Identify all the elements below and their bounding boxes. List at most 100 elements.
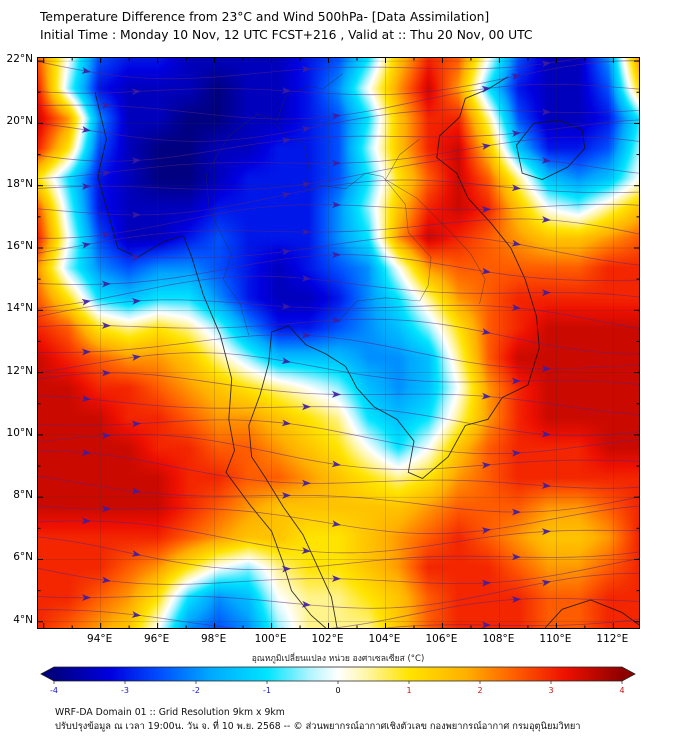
colorbar-tick-label: 1 — [406, 686, 411, 695]
wind-arrowhead — [131, 550, 141, 557]
wind-arrowhead — [301, 331, 311, 339]
wind-arrowhead — [301, 228, 311, 236]
wind-arrowhead — [511, 184, 521, 192]
lat-tick-label: 22°N — [6, 53, 33, 66]
lat-tick-label: 8°N — [13, 489, 33, 502]
wind-arrowhead — [301, 65, 311, 73]
wind-arrowhead — [331, 159, 341, 167]
coastline-path — [248, 76, 540, 628]
wind-arrowhead — [331, 520, 341, 527]
lat-tick-label: 10°N — [6, 426, 33, 439]
lat-tick-label: 20°N — [6, 115, 33, 128]
wind-arrowhead — [101, 322, 111, 329]
wind-arrowhead — [541, 289, 551, 297]
colorbar-label: อุณหภูมิเปลี่ยนแปลง หน่วย องศาเซลเซียส (… — [251, 654, 425, 664]
wind-streamline — [38, 203, 639, 239]
wind-streamline — [38, 218, 639, 254]
wind-streamline — [38, 558, 639, 585]
wind-streamline — [38, 334, 639, 370]
wind-arrowhead — [81, 517, 91, 525]
wind-streamline — [38, 434, 639, 470]
wind-arrowhead — [301, 274, 311, 282]
lon-tick-label: 108°E — [482, 633, 515, 645]
wind-arrowhead — [541, 528, 551, 536]
coastline-path — [516, 119, 586, 180]
wind-arrowhead — [481, 461, 491, 469]
wind-arrowhead — [511, 553, 521, 561]
wind-arrowhead — [101, 505, 111, 513]
lon-tick-label: 106°E — [425, 633, 458, 645]
colorbar-tick-label: -2 — [192, 686, 200, 695]
wind-arrowhead — [81, 395, 91, 402]
chart-subtitle: Initial Time : Monday 10 Nov, 12 UTC FCS… — [40, 28, 533, 42]
coastline-path — [94, 92, 326, 628]
wind-arrowhead — [131, 487, 141, 495]
lon-tick-label: 98°E — [200, 633, 227, 645]
wind-streamline — [38, 395, 639, 437]
lon-tick-label: 94°E — [87, 633, 113, 645]
colorbar-tick-label: 3 — [548, 686, 553, 695]
wind-streamline — [381, 619, 639, 628]
wind-arrowhead — [541, 60, 551, 68]
colorbar-tick-label: -3 — [121, 686, 129, 695]
map-overlay — [38, 58, 639, 628]
wind-streamline — [38, 520, 639, 554]
colorbar-tick-label: 0 — [335, 686, 340, 695]
wind-arrowhead — [101, 576, 111, 584]
wind-arrowhead — [281, 565, 291, 573]
wind-arrowhead — [81, 67, 91, 74]
wind-arrowhead — [81, 242, 91, 249]
wind-streamline — [38, 136, 639, 179]
wind-arrowhead — [281, 302, 291, 310]
wind-arrowhead — [301, 547, 311, 554]
lon-tick-label: 112°E — [596, 633, 629, 645]
wind-arrowhead — [101, 432, 111, 440]
wind-arrowhead — [301, 479, 311, 487]
wind-streamline — [38, 372, 639, 415]
wind-arrowhead — [511, 508, 521, 516]
wind-arrowhead — [331, 201, 341, 209]
wind-arrowhead — [481, 328, 491, 335]
wind-arrowhead — [101, 169, 111, 177]
wind-arrowhead — [81, 298, 91, 306]
wind-arrowhead — [131, 211, 141, 219]
lat-tick-label: 6°N — [13, 551, 33, 564]
wind-arrowhead — [81, 449, 91, 456]
wind-arrowhead — [301, 181, 311, 189]
colorbar: -4 -3 -2 -1 0 1 2 3 4 — [40, 666, 636, 695]
wind-streamline — [38, 505, 639, 535]
wind-arrowhead — [481, 621, 491, 628]
coastline-path — [544, 599, 639, 628]
wind-arrowhead — [301, 126, 311, 133]
wind-arrowhead — [131, 354, 141, 361]
wind-arrowhead — [101, 231, 111, 239]
wind-arrowhead — [301, 600, 311, 608]
wind-arrowhead — [541, 365, 551, 373]
wind-arrowhead — [481, 85, 491, 93]
chart-title: Temperature Difference from 23°C and Win… — [40, 10, 490, 24]
border-path — [274, 123, 432, 323]
footer-domain-info: WRF-DA Domain 01 :: Grid Resolution 9km … — [55, 707, 285, 718]
wind-arrowhead — [511, 596, 521, 604]
wind-arrowhead — [131, 157, 141, 165]
wind-arrowhead — [131, 420, 141, 428]
wind-arrowhead — [281, 357, 291, 365]
colorbar-tick-label: -1 — [263, 686, 271, 695]
title-block: Temperature Difference from 23°C and Win… — [40, 8, 532, 44]
wind-arrowhead — [541, 216, 551, 223]
wind-arrowhead — [481, 206, 491, 213]
lat-tick-label: 16°N — [6, 240, 33, 252]
wind-streamline — [38, 179, 639, 216]
border-path — [385, 138, 486, 305]
wind-streamline — [38, 235, 639, 266]
wind-arrowhead — [541, 579, 551, 587]
wind-arrowhead — [511, 377, 521, 385]
footer-credit: ปรับปรุงข้อมูล ณ เวลา 19:00น. วัน จ. ที่… — [55, 721, 581, 732]
wind-arrowhead — [101, 102, 111, 109]
wind-arrowhead — [481, 267, 491, 275]
wind-arrowhead — [481, 527, 491, 534]
wind-streamline — [38, 475, 639, 513]
wind-arrowhead — [81, 126, 91, 133]
wind-arrowhead — [81, 183, 91, 190]
wind-arrowhead — [81, 348, 91, 356]
